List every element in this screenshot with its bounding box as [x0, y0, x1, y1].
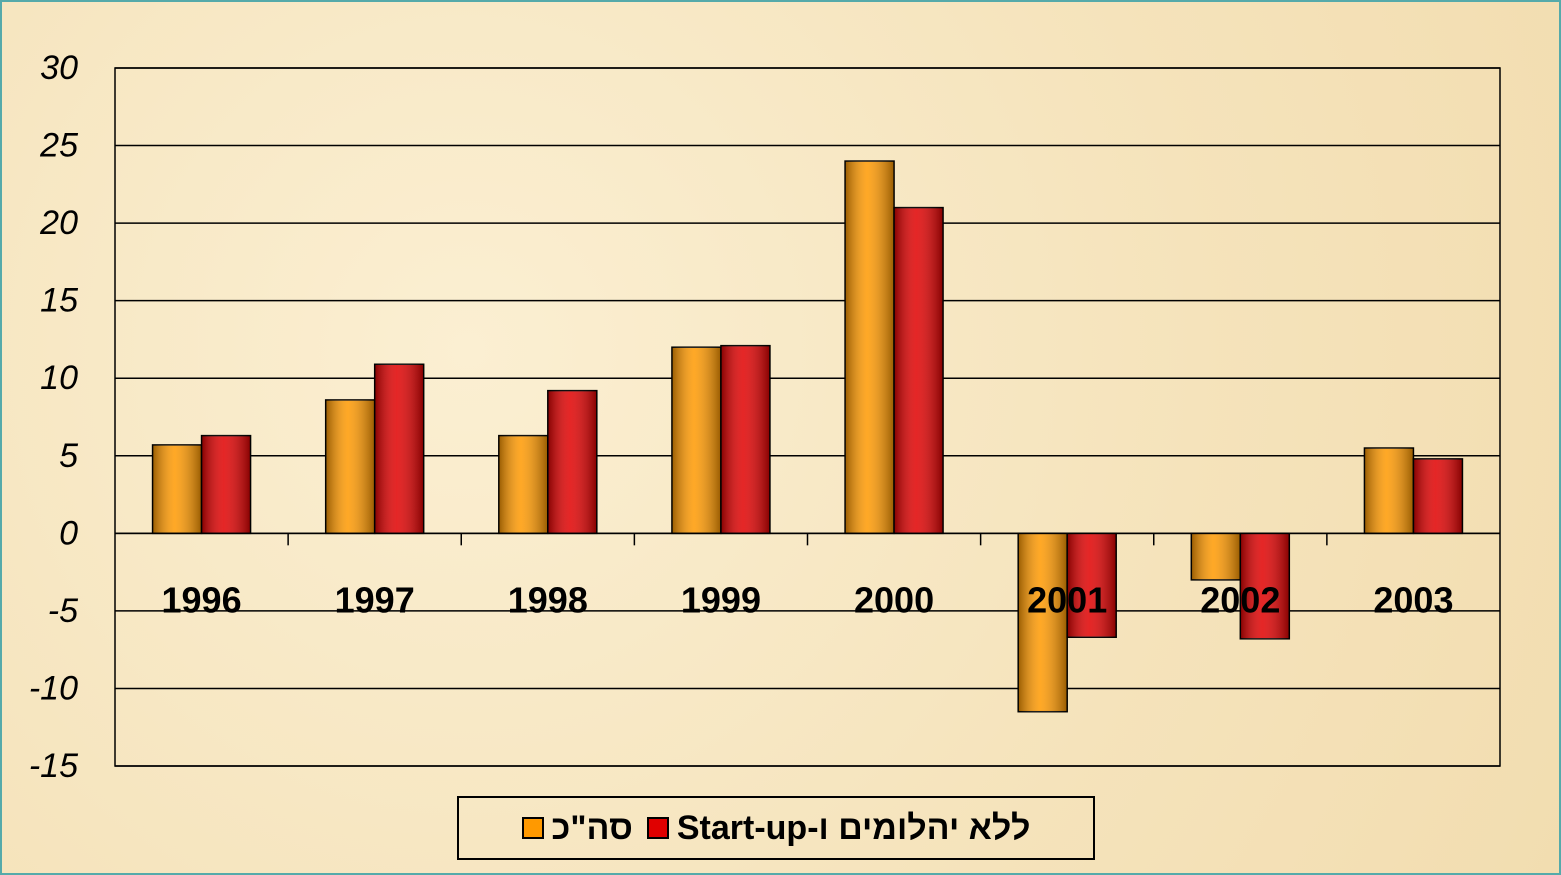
- x-tick-label: 2002: [1200, 580, 1280, 621]
- bar-shade: [1067, 533, 1117, 638]
- bar-shade: [325, 399, 375, 534]
- bar-shade: [1191, 533, 1241, 580]
- x-tick-label: 1999: [681, 580, 761, 621]
- x-tick-label: 2003: [1373, 580, 1453, 621]
- bar-shade: [1018, 533, 1068, 712]
- legend-swatch: [646, 817, 669, 839]
- legend-swatch: [521, 817, 544, 839]
- y-tick-label: 25: [39, 127, 78, 165]
- plot-border: [114, 67, 1501, 767]
- y-tick-label: 5: [59, 437, 78, 475]
- bar-shade: [201, 435, 251, 534]
- x-tick-label: 1997: [335, 580, 415, 621]
- legend-label: סה"כ: [551, 808, 633, 847]
- x-tick-label: 2000: [854, 580, 934, 621]
- bar-shade: [671, 347, 721, 534]
- bar-shade: [1413, 458, 1463, 534]
- x-tick-label: 2001: [1027, 580, 1107, 621]
- y-tick-label: -15: [29, 747, 78, 785]
- legend: סה"כ ללא יהלומים ו-Start-up: [457, 796, 1095, 860]
- legend-item: סה"כ: [521, 808, 633, 848]
- x-tick-label: 1998: [508, 580, 588, 621]
- y-tick-label: 15: [40, 282, 78, 320]
- bar-shade: [547, 390, 597, 534]
- legend-item: ללא יהלומים ו-Start-up: [646, 808, 1031, 848]
- bar-shade: [1364, 448, 1414, 534]
- bar-shade: [845, 161, 895, 534]
- y-tick-label: 0: [59, 514, 78, 552]
- bar-shade: [894, 207, 944, 534]
- y-tick-label: 20: [39, 204, 78, 242]
- bar-shade: [374, 364, 424, 534]
- y-tick-label: -5: [48, 592, 78, 630]
- y-tick-label: 10: [40, 359, 78, 397]
- legend-label: ללא יהלומים ו-Start-up: [676, 808, 1031, 847]
- y-tick-label: 30: [40, 49, 78, 87]
- bar-shade: [1240, 533, 1290, 639]
- bar-shade: [720, 345, 770, 534]
- bar-shade: [152, 444, 202, 534]
- x-tick-label: 1996: [162, 580, 242, 621]
- y-tick-label: -10: [29, 669, 78, 707]
- bar-shade: [498, 435, 548, 534]
